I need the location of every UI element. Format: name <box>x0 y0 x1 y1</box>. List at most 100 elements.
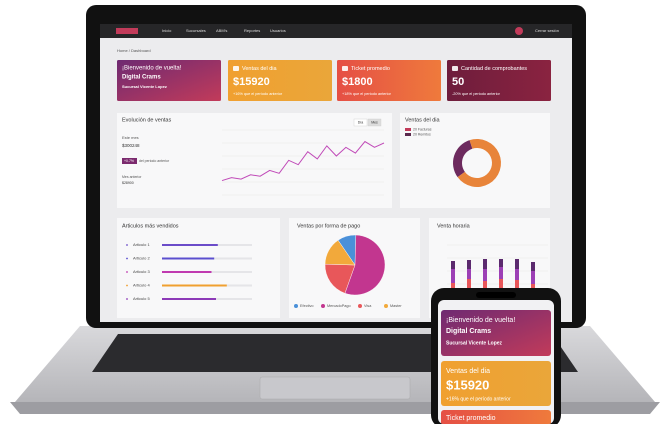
nav-item[interactable]: Sucursales <box>186 28 206 33</box>
phone-card <box>441 310 551 356</box>
bar-segment <box>451 269 455 283</box>
label: Mes anterior <box>122 175 142 179</box>
phone-content: ¡Bienvenido de vuelta! Digital Crams Suc… <box>441 310 551 424</box>
avatar <box>515 27 523 35</box>
legend-label: Master <box>390 304 402 308</box>
progress-bar <box>162 244 218 246</box>
panel-title: Ventas por forma de pago <box>297 223 360 229</box>
panel <box>117 113 392 208</box>
card-value: Digital Crams <box>122 75 161 81</box>
bar-segment <box>467 269 471 279</box>
nav-item[interactable]: Usuarios <box>270 28 286 33</box>
bar-segment <box>499 267 503 279</box>
phone-card <box>441 410 551 424</box>
bar-segment <box>499 259 503 267</box>
legend-label: 20 Facturas <box>413 128 432 132</box>
card <box>228 60 332 101</box>
legend-swatch <box>405 133 411 136</box>
bar-segment <box>531 271 535 284</box>
change: +0.7% <box>124 159 134 163</box>
logout[interactable]: Cerrar sesión <box>535 28 559 33</box>
card-icon <box>233 66 239 71</box>
legend-swatch <box>384 304 388 308</box>
phone-card-title: ¡Bienvenido de vuelta! <box>446 317 515 324</box>
bar-segment <box>467 260 471 269</box>
card-note: -20% que el periodo anterior <box>452 92 501 96</box>
panel <box>400 113 550 208</box>
bar-segment <box>515 269 519 280</box>
legend-label: 20 Remitos <box>413 133 431 137</box>
donut-segment <box>453 140 473 178</box>
legend-swatch <box>358 304 362 308</box>
panel-title: Venta horaria <box>437 223 471 229</box>
sales-line <box>221 140 385 182</box>
phone-card-value: $15920 <box>446 377 489 392</box>
nav-item[interactable]: Inicio <box>162 28 172 33</box>
card-title: ¡Bienvenido de vuelta! <box>122 66 182 72</box>
legend-swatch <box>294 304 298 308</box>
phone-notch <box>476 292 516 298</box>
bar-segment <box>515 259 519 269</box>
toggle-label[interactable]: Día <box>358 121 364 125</box>
panel-title: Ventas del dia <box>405 117 440 123</box>
toggle-button[interactable] <box>367 118 382 127</box>
nav-item[interactable]: Reportes <box>244 28 260 33</box>
phone-card <box>441 361 551 406</box>
phone-card-value: Digital Crams <box>446 328 491 335</box>
bullet <box>126 284 128 287</box>
card-icon <box>342 66 348 71</box>
change-badge <box>122 158 137 164</box>
legend-label: Efectivo <box>300 304 314 308</box>
card-note: Sucursal Vicente Lopez <box>122 84 167 89</box>
panel-title: Articulos más vendidos <box>122 223 179 229</box>
progress-bar <box>162 298 216 300</box>
card-icon <box>452 66 458 71</box>
card-value: $15920 <box>233 76 270 88</box>
phone-card-note: Sucursal Vicente Lopez <box>446 340 503 346</box>
article-name: Articulo 3 <box>133 269 150 274</box>
pie-slice <box>324 263 356 294</box>
panel-title: Evolución de ventas <box>122 117 171 123</box>
phone-card-note: +16% que el período anterior <box>446 396 511 402</box>
nav-item[interactable]: ABM's <box>216 28 227 33</box>
legend-swatch <box>321 304 325 308</box>
card <box>117 60 221 101</box>
phone-card-title: Ticket promedio <box>446 415 496 422</box>
label: del periodo anterior <box>139 159 170 163</box>
card-value: 50 <box>452 76 464 88</box>
card <box>447 60 551 101</box>
card-title: Ticket promedio <box>351 66 390 72</box>
card-title: Ventas del dia <box>242 66 277 72</box>
article-name: Articulo 4 <box>133 283 150 288</box>
bullet <box>126 271 128 273</box>
legend-swatch <box>405 128 411 131</box>
bar-segment <box>483 269 487 281</box>
phone-card-title: Ventas del dia <box>446 368 490 375</box>
article-name: Articulo 1 <box>133 242 150 247</box>
bullet <box>126 244 128 246</box>
toggle-button[interactable] <box>353 118 368 127</box>
panel <box>117 218 280 318</box>
label: $28900 <box>122 181 134 185</box>
bar-segment <box>467 279 471 291</box>
trackpad <box>259 376 411 400</box>
progress-bar <box>162 284 227 287</box>
laptop-edge <box>10 402 660 414</box>
bullet <box>126 298 128 300</box>
bar-segment <box>451 261 455 269</box>
bar-segment <box>531 262 535 271</box>
progress-bar <box>162 257 215 260</box>
logo <box>116 28 138 34</box>
breadcrumb: Home / Dashboard <box>117 48 151 53</box>
toggle-label[interactable]: Mes <box>371 121 378 125</box>
legend-label: Visa <box>364 304 372 308</box>
card-note: +18% que el periodo anterior <box>342 92 392 96</box>
pie-slice <box>344 234 386 296</box>
donut-segment <box>457 139 501 187</box>
card <box>337 60 441 101</box>
article-name: Articulo 5 <box>133 296 150 301</box>
card-title: Cantidad de comprobantes <box>461 66 527 72</box>
bar-segment <box>483 259 487 269</box>
progress-bar <box>162 271 212 273</box>
